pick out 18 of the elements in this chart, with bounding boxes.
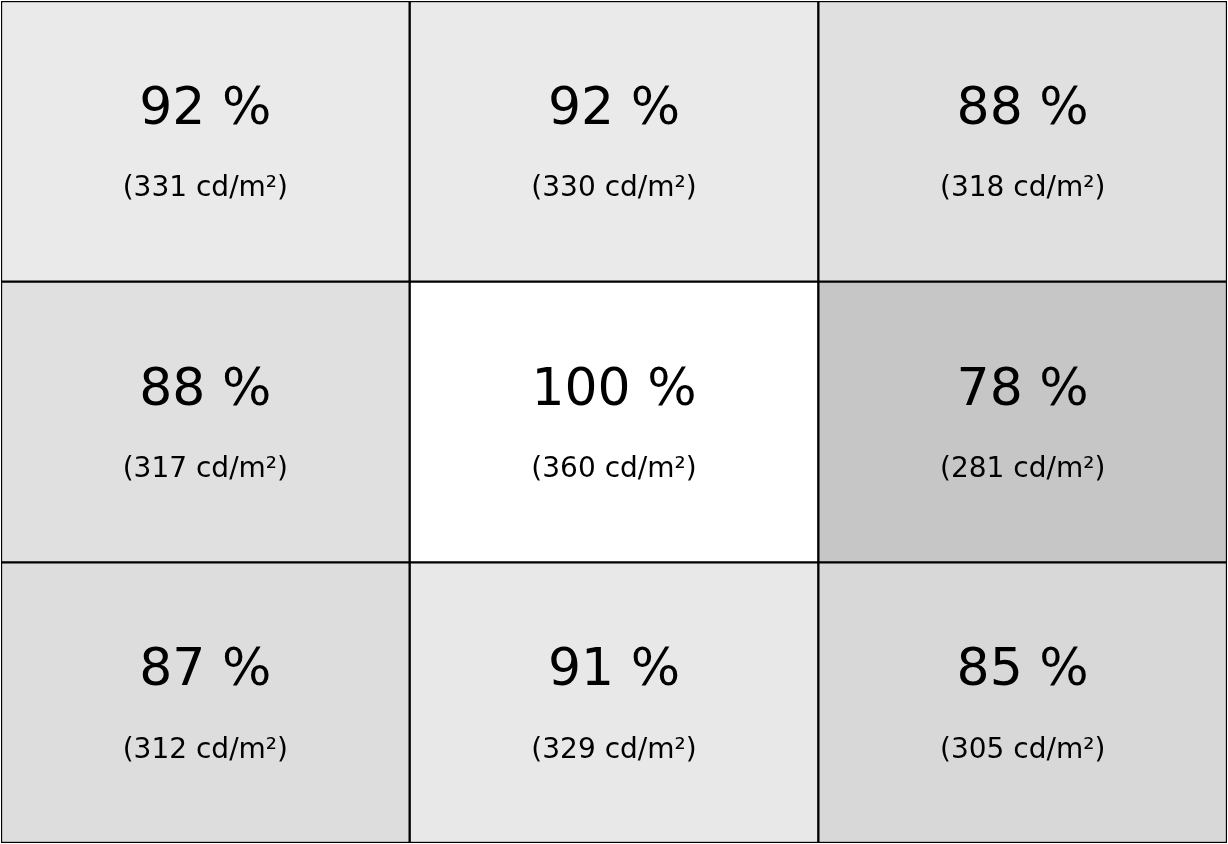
annotation: (305 cd/m²) bbox=[940, 731, 1106, 765]
data-label: 88 % bbox=[139, 356, 272, 417]
annotation: (330 cd/m²) bbox=[531, 170, 697, 204]
data-label: 100 % bbox=[531, 356, 697, 417]
annotation: (281 cd/m²) bbox=[940, 450, 1106, 484]
data-label: 92 % bbox=[547, 75, 681, 136]
data-label: 88 % bbox=[956, 75, 1089, 136]
data-label: 87 % bbox=[139, 637, 272, 698]
data-label: 85 % bbox=[956, 637, 1089, 698]
data-label: 92 % bbox=[139, 75, 272, 136]
annotation: (318 cd/m²) bbox=[940, 170, 1106, 204]
annotation: (312 cd/m²) bbox=[122, 731, 288, 765]
annotation: (331 cd/m²) bbox=[122, 170, 288, 204]
annotation: (360 cd/m²) bbox=[531, 450, 697, 484]
annotation: (317 cd/m²) bbox=[122, 450, 288, 484]
data-label: 91 % bbox=[547, 637, 681, 698]
annotation: (329 cd/m²) bbox=[531, 731, 697, 765]
data-label: 78 % bbox=[956, 356, 1089, 417]
